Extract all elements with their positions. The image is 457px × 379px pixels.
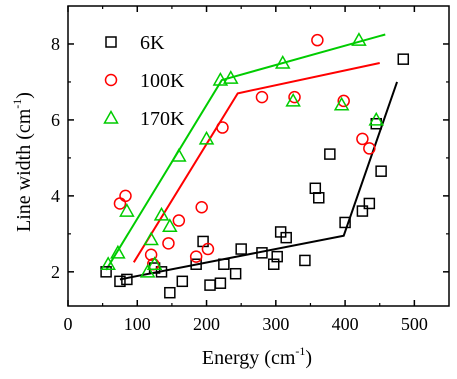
point-6k [363, 197, 376, 210]
point-6k [375, 165, 387, 177]
point-6k [121, 273, 133, 286]
y-tick-label: 8 [51, 34, 60, 54]
point-6k [100, 266, 112, 278]
x-tick-label: 100 [124, 314, 151, 334]
plot-frame [67, 5, 450, 307]
data-points [100, 32, 410, 299]
y-tick-label: 4 [51, 186, 60, 206]
point-100k [255, 90, 269, 104]
x-tick-label: 500 [401, 314, 428, 334]
legend-marker-100k [104, 73, 118, 87]
point-100k [356, 132, 369, 146]
point-6k [204, 279, 216, 291]
point-100k [363, 142, 376, 155]
point-6k [280, 231, 292, 244]
point-6k [356, 205, 369, 217]
point-100k [195, 201, 208, 214]
point-100k [189, 250, 203, 263]
point-6k [256, 247, 268, 259]
point-100k [288, 90, 301, 104]
legend-marker-6k [105, 36, 117, 48]
point-6k [218, 258, 230, 270]
point-100k [172, 214, 186, 227]
point-170k [119, 203, 135, 217]
fit-line-170k [105, 33, 386, 271]
point-170k [100, 256, 116, 270]
fit-lines [105, 33, 398, 281]
point-170k [139, 263, 156, 278]
point-100k [144, 248, 158, 261]
point-6k [114, 275, 126, 288]
x-tick-label: 0 [64, 314, 73, 334]
x-tick-label: 200 [193, 314, 220, 334]
point-100k [119, 189, 132, 203]
point-6k [267, 258, 280, 270]
point-170k [146, 256, 163, 270]
point-170k [212, 72, 229, 86]
point-170k [333, 96, 350, 111]
point-6k [176, 275, 189, 288]
point-170k [368, 111, 385, 126]
fit-line-6k [119, 81, 398, 281]
point-6k [197, 235, 209, 248]
point-6k [313, 192, 325, 204]
x-tick-label: 300 [262, 314, 289, 334]
point-6k [339, 216, 351, 229]
x-tick-label: 400 [332, 314, 359, 334]
point-6k [299, 254, 311, 267]
legend: 6K 100K 170K [103, 32, 185, 130]
point-100k [216, 121, 229, 134]
point-100k [311, 33, 324, 47]
point-170k [171, 147, 187, 162]
point-170k [223, 70, 239, 84]
fit-line-100k [132, 61, 380, 263]
point-170k [153, 206, 170, 221]
point-6k [397, 53, 410, 65]
y-tick-label: 2 [51, 262, 60, 282]
axis-ticks: 0 100 200 300 400 500 2 4 6 8 [51, 6, 449, 334]
legend-label-100k: 100K [140, 70, 185, 92]
legend-marker-170k [103, 109, 119, 124]
point-6k [324, 148, 336, 160]
point-6k [271, 250, 283, 263]
legend-label-170k: 170K [140, 108, 185, 130]
point-100k [113, 197, 127, 210]
point-100k [201, 242, 215, 256]
point-170k [198, 130, 215, 145]
point-170k [274, 54, 291, 69]
point-6k [190, 258, 202, 270]
point-6k [229, 267, 242, 280]
point-170k [285, 92, 301, 107]
point-6k [155, 266, 168, 278]
point-6k [309, 182, 322, 195]
point-6k [164, 286, 176, 299]
point-170k [110, 244, 126, 259]
point-170k [162, 218, 178, 233]
point-6k [235, 243, 247, 255]
point-6k [214, 277, 227, 289]
x-axis-label: Energy (cm-1) [202, 344, 312, 369]
point-100k [162, 237, 175, 250]
point-100k [337, 94, 350, 108]
y-axis-label: Line width (cm-1) [10, 92, 35, 232]
point-170k [143, 231, 159, 246]
point-170k [351, 32, 367, 46]
y-tick-label: 6 [51, 110, 60, 130]
legend-label-6k: 6K [140, 32, 165, 54]
